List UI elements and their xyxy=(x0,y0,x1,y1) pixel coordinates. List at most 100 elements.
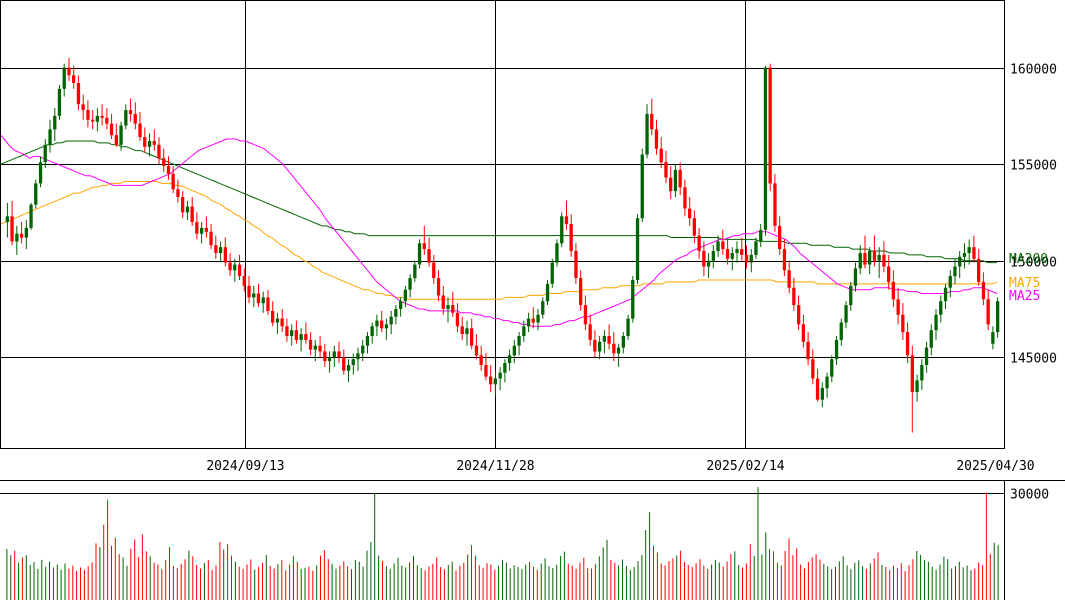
candle-body xyxy=(91,119,95,122)
candles xyxy=(5,57,1000,433)
candle-body xyxy=(261,297,265,304)
candle-body xyxy=(171,173,175,190)
candle-body xyxy=(929,330,933,348)
candle-body xyxy=(109,123,114,136)
candle-body xyxy=(825,376,829,389)
candle-body xyxy=(692,218,696,236)
candle-body xyxy=(138,123,142,138)
candle-body xyxy=(422,243,426,250)
candle-body xyxy=(579,278,583,306)
candle-body xyxy=(417,243,422,265)
candle-body xyxy=(574,251,578,278)
candle-body xyxy=(166,166,171,174)
candle-body xyxy=(588,324,592,340)
candle-body xyxy=(924,347,929,365)
candle-body xyxy=(181,197,185,213)
candle-body xyxy=(436,278,441,296)
candle-body xyxy=(754,241,758,255)
volume-bars xyxy=(6,487,999,600)
candle-body xyxy=(67,67,71,76)
candle-body xyxy=(645,113,649,155)
candle-body xyxy=(872,251,877,261)
candle-body xyxy=(323,351,327,362)
candle-body xyxy=(432,262,436,278)
candle-body xyxy=(943,287,948,302)
candle-body xyxy=(792,287,796,306)
candle-body xyxy=(394,309,398,317)
candle-body xyxy=(470,328,474,346)
candle-body xyxy=(76,83,81,105)
candle-body xyxy=(48,129,52,145)
volume-panel: 30000 xyxy=(0,480,1049,600)
candle-body xyxy=(991,332,995,344)
candle-body xyxy=(626,318,630,336)
legend-ma75: MA75 xyxy=(1009,276,1040,291)
candle-body xyxy=(550,262,554,284)
candle-body xyxy=(834,339,839,360)
candle-body xyxy=(133,113,137,124)
candle-body xyxy=(346,365,351,371)
candle-body xyxy=(375,320,379,327)
candle-body xyxy=(162,158,166,166)
volume-tick-label: 30000 xyxy=(1010,488,1049,503)
candle-body xyxy=(635,218,640,280)
candle-body xyxy=(763,67,768,230)
candle-body xyxy=(200,227,204,234)
price-grid xyxy=(0,0,1004,448)
candle-body xyxy=(725,249,730,259)
candle-body xyxy=(237,264,242,277)
candle-body xyxy=(223,247,227,263)
candle-body xyxy=(252,293,256,298)
candle-body xyxy=(128,110,133,114)
candle-body xyxy=(43,144,47,163)
price-tick-label: 145000 xyxy=(1010,352,1057,367)
candle-body xyxy=(389,316,393,325)
candle-body xyxy=(806,341,810,360)
candle-body xyxy=(711,251,715,261)
candle-body xyxy=(673,169,678,192)
candle-body xyxy=(493,378,497,385)
candle-body xyxy=(678,169,682,188)
candle-body xyxy=(38,162,43,184)
candle-body xyxy=(749,254,753,263)
candle-body xyxy=(256,293,261,304)
candle-body xyxy=(569,224,573,251)
candle-body xyxy=(531,318,535,323)
candle-body xyxy=(427,249,431,263)
candle-body xyxy=(57,88,62,116)
candle-body xyxy=(541,301,545,315)
date-tick-label: 2024/09/13 xyxy=(206,459,284,474)
candle-body xyxy=(612,343,616,354)
candle-body xyxy=(744,254,749,263)
candle-body xyxy=(593,339,597,352)
candle-body xyxy=(526,318,531,327)
candle-body xyxy=(498,372,502,379)
candle-body xyxy=(607,336,611,344)
candle-body xyxy=(598,341,602,352)
candle-body xyxy=(100,115,104,118)
candle-body xyxy=(370,326,374,336)
candle-body xyxy=(247,285,251,298)
candle-body xyxy=(858,253,862,269)
candle-body xyxy=(185,206,190,213)
ma200-line-group xyxy=(0,140,997,264)
candle-body xyxy=(820,388,824,400)
candle-body xyxy=(958,256,962,267)
candle-body xyxy=(119,125,123,145)
candle-body xyxy=(602,336,606,342)
candle-body xyxy=(905,332,910,356)
candle-body xyxy=(560,216,564,244)
candle-body xyxy=(195,222,199,234)
ma75-line xyxy=(0,181,998,300)
candle-body xyxy=(271,310,275,323)
date-axis: 2024/09/13 2024/11/28 2025/02/14 2025/04/30 xyxy=(0,459,1065,481)
candle-body xyxy=(697,235,701,251)
candle-body xyxy=(351,359,355,365)
candle-body xyxy=(285,326,289,336)
candle-body xyxy=(489,376,493,385)
candle-body xyxy=(640,154,644,219)
candle-body xyxy=(228,262,232,271)
price-tick-label: 150000 xyxy=(1010,256,1057,271)
candle-body xyxy=(15,233,19,242)
ma25-line xyxy=(0,134,998,327)
